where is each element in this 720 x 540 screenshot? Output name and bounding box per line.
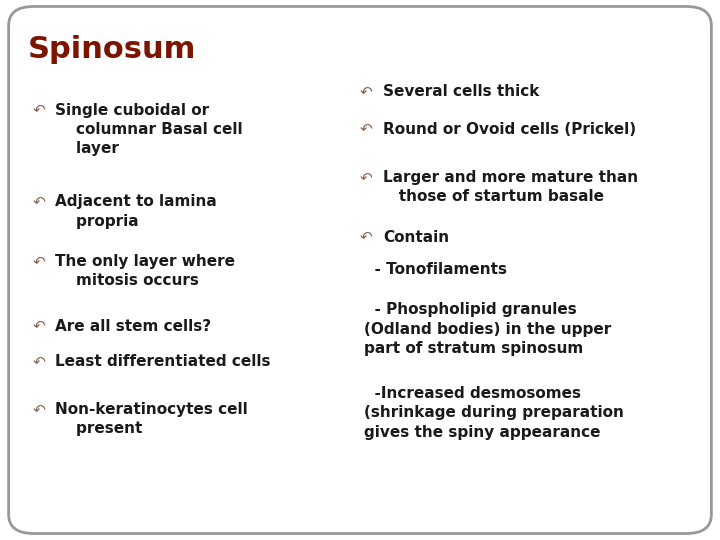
Text: ↶: ↶ bbox=[360, 170, 373, 185]
Text: ↶: ↶ bbox=[32, 354, 45, 369]
Text: ↶: ↶ bbox=[360, 84, 373, 99]
Text: ↶: ↶ bbox=[32, 402, 45, 417]
Text: Several cells thick: Several cells thick bbox=[383, 84, 539, 99]
Text: Larger and more mature than
   those of startum basale: Larger and more mature than those of sta… bbox=[383, 170, 638, 204]
FancyBboxPatch shape bbox=[9, 6, 711, 534]
Text: The only layer where
    mitosis occurs: The only layer where mitosis occurs bbox=[55, 254, 235, 288]
Text: Single cuboidal or
    columnar Basal cell
    layer: Single cuboidal or columnar Basal cell l… bbox=[55, 103, 243, 156]
Text: ↶: ↶ bbox=[32, 254, 45, 269]
Text: Non-keratinocytes cell
    present: Non-keratinocytes cell present bbox=[55, 402, 248, 436]
Text: Spinosum: Spinosum bbox=[27, 35, 196, 64]
Text: ↶: ↶ bbox=[32, 319, 45, 334]
Text: ↶: ↶ bbox=[360, 230, 373, 245]
Text: ↶: ↶ bbox=[360, 122, 373, 137]
Text: -Increased desmosomes
(shrinkage during preparation
gives the spiny appearance: -Increased desmosomes (shrinkage during … bbox=[364, 386, 624, 440]
Text: Round or Ovoid cells (Prickel): Round or Ovoid cells (Prickel) bbox=[383, 122, 636, 137]
Text: Least differentiated cells: Least differentiated cells bbox=[55, 354, 271, 369]
Text: ↶: ↶ bbox=[32, 103, 45, 118]
Text: Adjacent to lamina
    propria: Adjacent to lamina propria bbox=[55, 194, 217, 228]
Text: ↶: ↶ bbox=[32, 194, 45, 210]
Text: Contain: Contain bbox=[383, 230, 449, 245]
Text: Are all stem cells?: Are all stem cells? bbox=[55, 319, 212, 334]
Text: - Phospholipid granules
(Odland bodies) in the upper
part of stratum spinosum: - Phospholipid granules (Odland bodies) … bbox=[364, 302, 611, 356]
Text: - Tonofilaments: - Tonofilaments bbox=[364, 262, 507, 277]
